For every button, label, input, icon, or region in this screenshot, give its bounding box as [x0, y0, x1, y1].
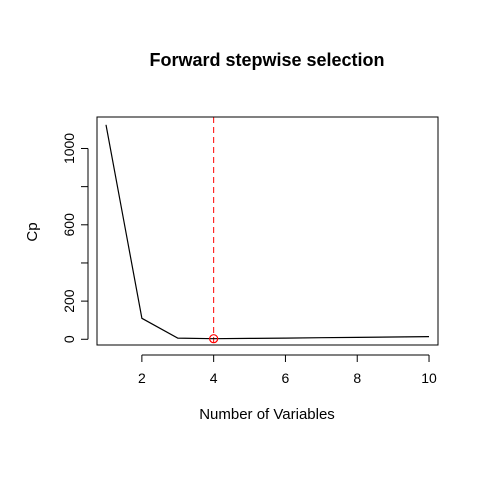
cp-series-line [105, 124, 430, 340]
x-tick-label: 4 [210, 370, 218, 386]
plot-frame [96, 116, 439, 346]
x-axis-label: Number of Variables [199, 406, 335, 423]
y-axis: 0 200 600 1000 [61, 133, 89, 343]
y-tick-label: 200 [61, 289, 77, 313]
y-axis-label: Cp [24, 222, 41, 241]
y-tick-label: 1000 [61, 133, 77, 164]
plot-content [105, 117, 430, 345]
x-tick-label: 6 [282, 370, 290, 386]
min-point-marker [209, 334, 219, 344]
x-tick-label: 2 [138, 370, 146, 386]
x-axis: 2 4 6 8 10 [138, 354, 437, 386]
y-tick-label: 600 [61, 213, 77, 237]
x-tick-label: 10 [421, 370, 437, 386]
x-tick-label: 8 [353, 370, 361, 386]
y-tick-label: 0 [61, 335, 77, 343]
chart-title: Forward stepwise selection [149, 50, 384, 70]
